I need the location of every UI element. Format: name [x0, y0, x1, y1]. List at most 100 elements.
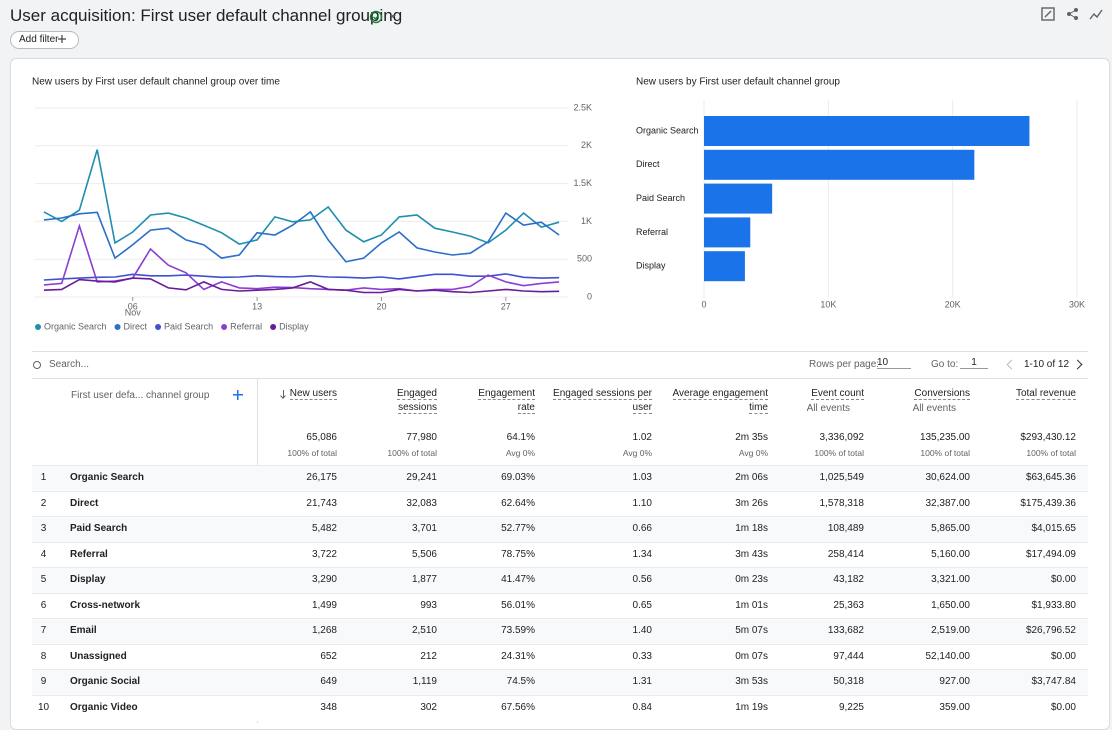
row-cell: 24.31%	[501, 650, 535, 662]
row-cell: 21,743	[306, 497, 337, 509]
prev-page[interactable]	[1006, 359, 1017, 370]
row-cell: $0.00	[1050, 701, 1076, 713]
column-header[interactable]: New users	[267, 387, 337, 401]
x-tick-label: 20	[376, 301, 386, 311]
row-cell: 3,701	[411, 523, 437, 534]
column-header-label[interactable]: Average engagement time	[672, 388, 768, 414]
rows-per-page-label: Rows per page:	[809, 359, 880, 370]
chart-title: New users by First user default channel …	[636, 77, 840, 88]
column-header-label[interactable]: Total revenue	[1015, 388, 1076, 400]
column-header[interactable]: Event count	[784, 387, 864, 401]
total-value: 3,336,092	[819, 432, 865, 443]
column-header-label[interactable]: Engaged sessions	[396, 388, 437, 414]
row-dimension[interactable]: Paid Search	[70, 523, 128, 534]
row-cell: 3m 43s	[735, 548, 768, 560]
row-cell: 1.31	[632, 676, 652, 687]
row-cell: 62.64%	[501, 497, 535, 509]
column-header-label[interactable]: Engagement rate	[478, 388, 535, 414]
row-cell: 108,489	[827, 523, 864, 534]
row-dimension[interactable]: Referral	[70, 548, 108, 560]
series-line	[43, 149, 560, 245]
column-header-label[interactable]: Event count	[811, 388, 864, 400]
series-line	[43, 273, 560, 281]
page-range: 1-10 of 12	[1024, 359, 1070, 370]
row-cell: 649	[320, 676, 337, 687]
column-header[interactable]: Average engagement time	[658, 387, 768, 415]
rows-per-page-select[interactable]: 10	[877, 357, 911, 369]
row-cell: $17,494.09	[1025, 548, 1076, 560]
row-dimension[interactable]: Direct	[70, 497, 99, 509]
total-note: 100% of total	[920, 448, 970, 458]
total-note: 100% of total	[387, 448, 437, 458]
row-cell: $3,747.84	[1031, 676, 1077, 687]
x-tick-label: 10K	[820, 299, 836, 309]
row-dimension[interactable]: Organic Video	[70, 701, 138, 713]
row-index: 10	[37, 701, 50, 713]
bar	[704, 251, 745, 282]
legend-label: Display	[279, 321, 309, 331]
row-dimension[interactable]: Display	[70, 574, 106, 585]
row-cell: 0.56	[632, 574, 652, 585]
row-cell: 927.00	[939, 676, 970, 687]
search-input[interactable]: Search...	[49, 359, 90, 370]
next-page[interactable]	[1072, 359, 1083, 370]
row-index: 9	[40, 676, 47, 687]
row-dimension[interactable]: Email	[70, 625, 97, 636]
dimension-header[interactable]: First user defa... channel group	[71, 390, 210, 401]
table-row	[32, 465, 1088, 491]
row-cell: $1,933.80	[1031, 599, 1077, 611]
row-cell: 5,506	[411, 548, 437, 560]
row-cell: 73.59%	[501, 625, 535, 636]
title-icons[interactable]	[368, 9, 404, 25]
go-to-input[interactable]: 1	[960, 357, 988, 369]
row-cell: 56.01%	[501, 599, 535, 611]
column-header-label[interactable]: Conversions	[914, 388, 970, 400]
search-icon	[33, 361, 41, 369]
total-value: 65,086	[306, 432, 337, 443]
row-cell: 1,578,318	[819, 497, 865, 509]
legend-label: Referral	[230, 321, 262, 331]
row-cell: 0m 23s	[735, 574, 768, 585]
row-dimension[interactable]: Organic Social	[70, 676, 141, 687]
column-subheader[interactable]: All events	[912, 403, 956, 414]
row-cell: 52,140.00	[925, 650, 971, 662]
column-header[interactable]: Engaged sessions	[357, 387, 437, 415]
column-header-label[interactable]: New users	[289, 388, 337, 400]
row-cell: 0.65	[632, 599, 652, 611]
row-cell: 1,650.00	[931, 599, 970, 611]
row-cell: 133,682	[827, 625, 864, 636]
row-cell: 5,482	[311, 523, 337, 534]
column-header[interactable]: Conversions	[890, 387, 970, 401]
row-cell: 74.5%	[506, 676, 535, 687]
bar	[704, 149, 975, 180]
total-note: Avg 0%	[622, 448, 652, 458]
total-value: $293,430.12	[1020, 432, 1076, 443]
legend-swatch	[221, 324, 228, 330]
row-cell: 5,865.00	[931, 523, 970, 534]
row-dimension[interactable]: Unassigned	[70, 650, 127, 662]
total-value: 64.1%	[506, 432, 535, 443]
toolbar-icons[interactable]	[1040, 6, 1108, 24]
column-subheader[interactable]: All events	[806, 403, 850, 414]
category-label: Display	[636, 261, 666, 271]
dimension-add[interactable]	[233, 390, 243, 400]
row-cell: 0.33	[632, 650, 652, 662]
total-note: 100% of total	[1026, 448, 1076, 458]
row-cell: 1,268	[311, 625, 337, 636]
category-label: Paid Search	[636, 193, 685, 203]
row-cell: 1m 19s	[735, 701, 768, 713]
column-header[interactable]: Engagement rate	[465, 387, 535, 415]
row-dimension[interactable]: Organic Search	[70, 472, 144, 483]
row-cell: $26,796.52	[1025, 625, 1076, 636]
column-header[interactable]: Engaged sessions per user	[542, 387, 652, 415]
table-row	[32, 669, 1088, 695]
column-header[interactable]: Total revenue	[996, 387, 1076, 401]
x-tick-label: 0	[701, 299, 706, 309]
row-cell: 30,624.00	[925, 472, 971, 483]
row-cell: 3,290	[311, 574, 337, 585]
row-cell: 2m 06s	[735, 472, 768, 483]
column-header-label[interactable]: Engaged sessions per user	[553, 388, 652, 414]
row-cell: 258,414	[827, 548, 864, 560]
row-dimension[interactable]: Cross-network	[70, 599, 141, 611]
legend-swatch	[155, 324, 162, 330]
